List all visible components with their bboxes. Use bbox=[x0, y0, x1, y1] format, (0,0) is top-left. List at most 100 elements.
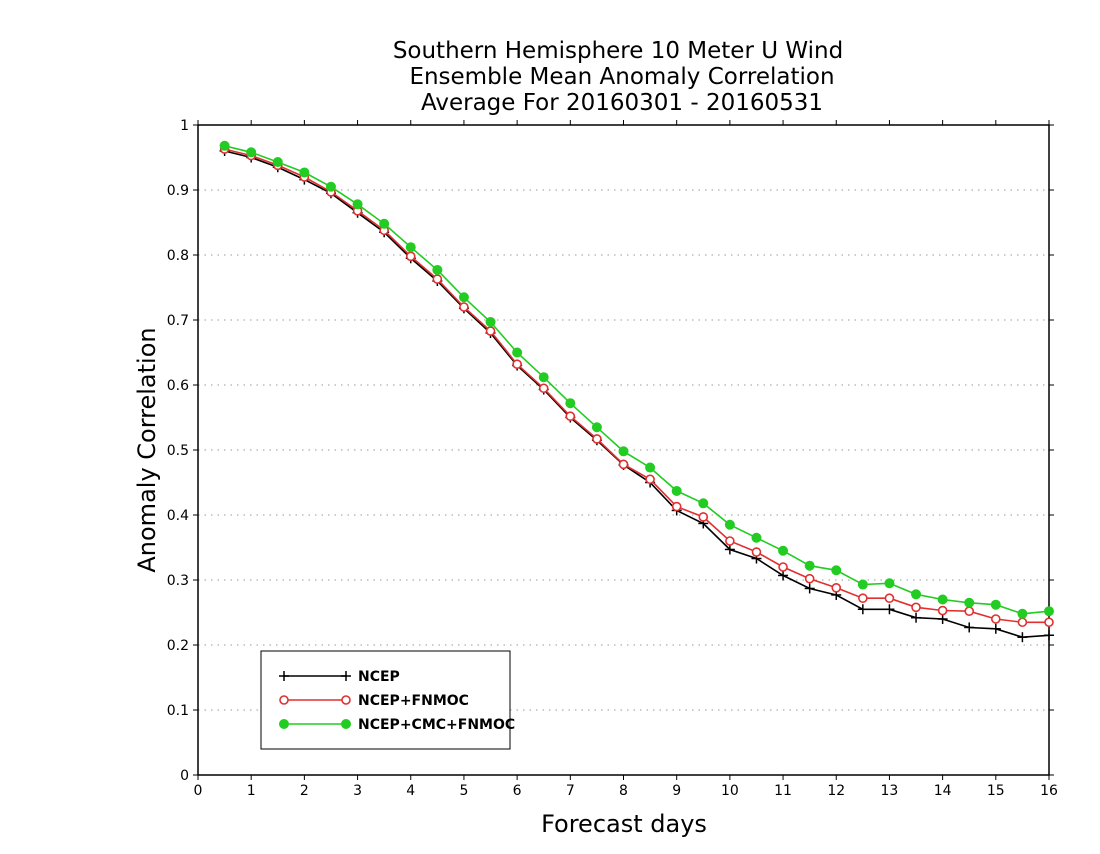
series-line-ncep-fnmoc bbox=[224, 148, 1049, 624]
data-point-ncep-cmc-fnmoc bbox=[538, 372, 549, 383]
y-tick-label: 0 bbox=[180, 768, 189, 784]
y-tick-label: 0.2 bbox=[167, 638, 189, 654]
y-tick-label: 0.3 bbox=[167, 573, 189, 589]
data-point-ncep bbox=[724, 544, 735, 555]
data-point-ncep-cmc-fnmoc bbox=[911, 589, 922, 600]
data-point-ncep-fnmoc bbox=[937, 605, 948, 616]
data-point-ncep bbox=[884, 604, 895, 615]
data-point-ncep-cmc-fnmoc bbox=[272, 157, 283, 168]
series-ncep-fnmoc bbox=[219, 144, 1054, 628]
data-point-ncep-fnmoc bbox=[884, 593, 895, 604]
x-tick-label: 2 bbox=[300, 783, 309, 799]
data-point-ncep-cmc-fnmoc bbox=[512, 347, 523, 358]
legend: NCEP NCEP+FNMOC NCEP+CMC+FNMOC bbox=[260, 650, 515, 750]
data-point-ncep bbox=[911, 612, 922, 623]
data-point-ncep-cmc-fnmoc bbox=[405, 242, 416, 253]
data-point-ncep-cmc-fnmoc bbox=[618, 446, 629, 457]
data-point-ncep-fnmoc bbox=[405, 251, 416, 262]
data-point-ncep-cmc-fnmoc bbox=[565, 398, 576, 409]
x-tick-label: 10 bbox=[721, 783, 739, 799]
data-point-ncep bbox=[990, 623, 1001, 634]
x-tick-label: 4 bbox=[406, 783, 415, 799]
x-tick-label: 14 bbox=[934, 783, 952, 799]
legend-marker bbox=[279, 671, 289, 681]
data-point-ncep-cmc-fnmoc bbox=[379, 218, 390, 229]
x-tick-label: 16 bbox=[1040, 783, 1058, 799]
y-tick-label: 0.9 bbox=[167, 183, 189, 199]
y-tick-label: 0.8 bbox=[167, 248, 189, 264]
data-point-ncep-fnmoc bbox=[725, 536, 735, 546]
data-point-ncep-cmc-fnmoc bbox=[751, 532, 762, 543]
legend-label: NCEP bbox=[358, 669, 400, 685]
x-tick-label: 11 bbox=[774, 783, 792, 799]
data-point-ncep bbox=[778, 570, 789, 581]
data-point-ncep-cmc-fnmoc bbox=[458, 292, 469, 303]
y-tick-label: 0.1 bbox=[167, 703, 189, 719]
y-tick-label: 0.6 bbox=[167, 378, 189, 394]
x-tick-label: 8 bbox=[619, 783, 628, 799]
data-point-ncep-cmc-fnmoc bbox=[1017, 608, 1028, 619]
data-point-ncep-cmc-fnmoc bbox=[219, 140, 230, 151]
series-ncep-cmc-fnmoc bbox=[219, 140, 1054, 619]
data-point-ncep-fnmoc bbox=[911, 602, 921, 613]
data-point-ncep-fnmoc bbox=[751, 547, 762, 557]
data-point-ncep-fnmoc bbox=[432, 274, 443, 284]
x-tick-label: 5 bbox=[459, 783, 468, 799]
legend-marker bbox=[279, 719, 289, 729]
x-axis-label: Forecast days bbox=[541, 810, 707, 838]
legend-item-ncep-cmc-fnmoc: NCEP+CMC+FNMOC bbox=[279, 717, 515, 733]
data-point-ncep-cmc-fnmoc bbox=[831, 565, 842, 576]
chart-title-line-2: Ensemble Mean Anomaly Correlation bbox=[409, 64, 834, 90]
data-point-ncep-cmc-fnmoc bbox=[698, 498, 709, 509]
legend-marker bbox=[279, 695, 289, 705]
series-line-ncep-cmc-fnmoc bbox=[224, 145, 1050, 615]
legend-label: NCEP+FNMOC bbox=[358, 693, 469, 709]
legend-marker bbox=[341, 719, 351, 729]
legend-items: NCEP NCEP+FNMOC NCEP+CMC+FNMOC bbox=[279, 669, 515, 733]
data-point-ncep-fnmoc bbox=[964, 606, 975, 617]
data-point-ncep bbox=[937, 614, 948, 624]
legend-label: NCEP+CMC+FNMOC bbox=[358, 717, 515, 733]
data-point-ncep-cmc-fnmoc bbox=[246, 147, 257, 158]
data-point-ncep-fnmoc bbox=[592, 434, 602, 444]
x-tick-label: 13 bbox=[881, 783, 899, 799]
data-point-ncep-fnmoc bbox=[804, 573, 815, 584]
data-point-ncep-fnmoc bbox=[778, 562, 788, 572]
data-point-ncep-cmc-fnmoc bbox=[1044, 606, 1054, 617]
data-point-ncep-cmc-fnmoc bbox=[299, 167, 310, 178]
data-point-ncep-fnmoc bbox=[698, 512, 709, 522]
x-tick-label: 15 bbox=[987, 783, 1005, 799]
data-point-ncep-fnmoc bbox=[1044, 617, 1054, 628]
data-point-ncep bbox=[804, 583, 815, 594]
data-point-ncep bbox=[857, 604, 868, 615]
chart-title-line-3: Average For 20160301 - 20160531 bbox=[421, 90, 823, 116]
chart-title-line-1: Southern Hemisphere 10 Meter U Wind bbox=[393, 38, 843, 64]
data-point-ncep-fnmoc bbox=[1017, 617, 1028, 628]
series-ncep bbox=[219, 146, 1054, 643]
x-tick-label: 1 bbox=[247, 783, 256, 799]
data-point-ncep-fnmoc bbox=[512, 359, 522, 370]
data-point-ncep-cmc-fnmoc bbox=[804, 560, 815, 571]
data-point-ncep-cmc-fnmoc bbox=[857, 579, 868, 590]
legend-marker bbox=[341, 671, 351, 681]
series-line-ncep bbox=[224, 150, 1050, 639]
data-point-ncep-cmc-fnmoc bbox=[937, 594, 948, 605]
data-point-ncep bbox=[964, 622, 975, 633]
axis-ticks: 00.10.20.30.40.50.60.70.80.910 1 2 3 4 5 6 7 8 9 1… bbox=[167, 118, 1058, 799]
data-point-ncep bbox=[1044, 630, 1054, 641]
data-point-ncep-fnmoc bbox=[538, 383, 549, 394]
data-point-ncep-fnmoc bbox=[858, 593, 868, 604]
data-point-ncep-fnmoc bbox=[459, 302, 469, 312]
x-tick-label: 7 bbox=[566, 783, 575, 799]
data-point-ncep-fnmoc bbox=[645, 474, 655, 485]
grid-lines bbox=[198, 189, 1049, 711]
data-point-ncep-cmc-fnmoc bbox=[485, 316, 496, 327]
data-point-ncep-fnmoc bbox=[485, 326, 496, 336]
data-point-ncep-cmc-fnmoc bbox=[778, 545, 789, 556]
data-point-ncep-cmc-fnmoc bbox=[645, 462, 656, 473]
data-point-ncep-cmc-fnmoc bbox=[884, 578, 895, 589]
legend-marker bbox=[341, 695, 351, 705]
data-point-ncep-cmc-fnmoc bbox=[990, 599, 1001, 610]
data-point-ncep-cmc-fnmoc bbox=[432, 264, 443, 275]
